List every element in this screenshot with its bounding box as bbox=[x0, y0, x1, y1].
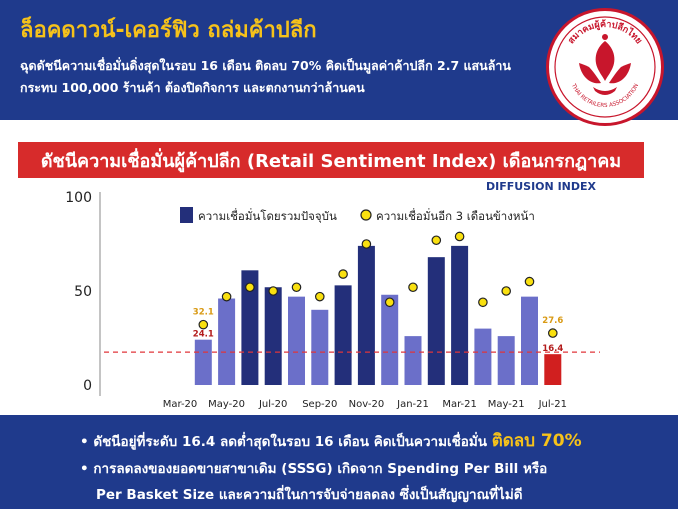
point-May-20 bbox=[221, 291, 232, 302]
headline: ล็อคดาวน์-เคอร์ฟิว ถล่มค้าปลีก bbox=[20, 18, 317, 43]
bar-Jun-21 bbox=[521, 296, 538, 385]
point-Sep-20 bbox=[314, 291, 325, 302]
data-label-dot-first: 32.1 bbox=[193, 308, 214, 318]
bar-Jul-20 bbox=[264, 287, 282, 385]
x-tick-label: Jan-21 bbox=[396, 399, 429, 410]
y-tick-label: 100 bbox=[65, 190, 92, 206]
bar-Aug-20 bbox=[288, 296, 305, 385]
legend-bar-label: ความเชื่อมั่นโดยรวมปัจจุบัน bbox=[198, 208, 337, 223]
legend-dot-label: ความเชื่อมั่นอีก 3 เดือนข้างหน้า bbox=[376, 208, 535, 223]
svg-text:THAI RETAILERS ASSOCIATION: THAI RETAILERS ASSOCIATION bbox=[569, 82, 640, 109]
x-tick-label: Jul-21 bbox=[538, 399, 567, 410]
point-Apr-20 bbox=[198, 319, 209, 330]
subheadline-2: กระทบ 100,000 ร้านค้า ต้องปิดกิจการ และต… bbox=[20, 80, 365, 95]
data-label-bar-last: 16.4 bbox=[542, 344, 563, 354]
x-tick-label: May-20 bbox=[208, 399, 245, 410]
point-Oct-20 bbox=[338, 269, 348, 279]
legend-dot-marker bbox=[360, 209, 372, 221]
footer-line-3: Per Basket Size และความถี่ในการจับจ่ายลด… bbox=[96, 487, 523, 503]
chart-svg: 0 50 100 DIFFUSION INDEX ความเชื่อมั่นโดยรวม… bbox=[65, 180, 600, 410]
x-tick-label: May-21 bbox=[488, 399, 525, 410]
data-label-dot-last: 27.6 bbox=[542, 316, 563, 326]
point-Jan-21 bbox=[408, 282, 418, 293]
y-tick-label: 50 bbox=[74, 284, 92, 300]
point-Mar-21 bbox=[454, 231, 465, 242]
chart-title: ดัชนีความเชื่อมั่นผู้ค้าปลีก (Retail Sen… bbox=[40, 150, 622, 172]
x-tick-label: Mar-20 bbox=[163, 399, 198, 410]
bar-May-21 bbox=[497, 336, 515, 385]
footer-line-1: • ดัชนีอยู่ที่ระดับ 16.4 ลดต่ำสุดในรอบ 1… bbox=[80, 427, 582, 454]
data-label-bar-first: 24.1 bbox=[193, 330, 214, 340]
footer-line-2: • การลดลงของยอดขายสาขาเดิม (SSSG) เกิดจา… bbox=[80, 461, 548, 477]
chart-subtitle: DIFFUSION INDEX bbox=[486, 180, 597, 193]
bar-Nov-20 bbox=[357, 245, 375, 385]
footer-line-1-text: • ดัชนีอยู่ที่ระดับ 16.4 ลดต่ำสุดในรอบ 1… bbox=[80, 434, 492, 450]
point-Apr-21 bbox=[478, 297, 488, 308]
legend-bar-swatch bbox=[180, 207, 193, 223]
x-tick-label: Nov-20 bbox=[349, 399, 385, 410]
y-tick-label: 0 bbox=[83, 378, 92, 394]
x-tick-label: Sep-20 bbox=[302, 399, 337, 410]
point-Jun-20 bbox=[245, 282, 255, 293]
x-tick-label: Mar-21 bbox=[442, 399, 477, 410]
point-Jul-20 bbox=[268, 286, 278, 296]
bar-Jun-20 bbox=[241, 270, 259, 385]
footer-panel: • ดัชนีอยู่ที่ระดับ 16.4 ลดต่ำสุดในรอบ 1… bbox=[0, 415, 678, 509]
point-May-21 bbox=[501, 286, 511, 296]
chart-title-banner: ดัชนีความเชื่อมั่นผู้ค้าปลีก (Retail Sen… bbox=[18, 142, 644, 178]
thai-retailers-association-logo: สมาคมผู้ค้าปลีกไทย THAI RETAILERS ASSOCI… bbox=[546, 8, 664, 126]
bar-Apr-21 bbox=[474, 328, 492, 385]
bar-May-20 bbox=[218, 298, 236, 385]
bar-Feb-21 bbox=[427, 257, 445, 385]
logo-text-english: THAI RETAILERS ASSOCIATION bbox=[569, 82, 640, 109]
bar-Jul-21 bbox=[544, 354, 562, 385]
retail-sentiment-chart: 0 50 100 DIFFUSION INDEX ความเชื่อมั่นโดยรวม… bbox=[0, 180, 678, 415]
bar-Sep-20 bbox=[311, 309, 329, 385]
bar-Jan-21 bbox=[404, 336, 422, 385]
point-Aug-20 bbox=[291, 282, 302, 293]
point-Jun-21 bbox=[524, 276, 535, 287]
point-Jul-21 bbox=[547, 328, 558, 338]
bar-Dec-20 bbox=[381, 294, 399, 385]
bar-Apr-20 bbox=[194, 339, 212, 385]
bar-Oct-20 bbox=[334, 285, 352, 385]
x-tick-label: Jul-20 bbox=[258, 399, 287, 410]
point-Nov-20 bbox=[361, 239, 372, 249]
point-Dec-20 bbox=[384, 297, 395, 308]
footer-highlight: ติดลบ 70% bbox=[491, 431, 582, 451]
subheadline-1: ฉุดดัชนีความเชื่อมั่นดิ่งสุดในรอบ 16 เดื… bbox=[20, 58, 511, 73]
logo-emblem-icon: สมาคมผู้ค้าปลีกไทย THAI RETAILERS ASSOCI… bbox=[554, 16, 656, 118]
bar-Mar-21 bbox=[451, 245, 469, 385]
point-Feb-21 bbox=[431, 235, 442, 246]
